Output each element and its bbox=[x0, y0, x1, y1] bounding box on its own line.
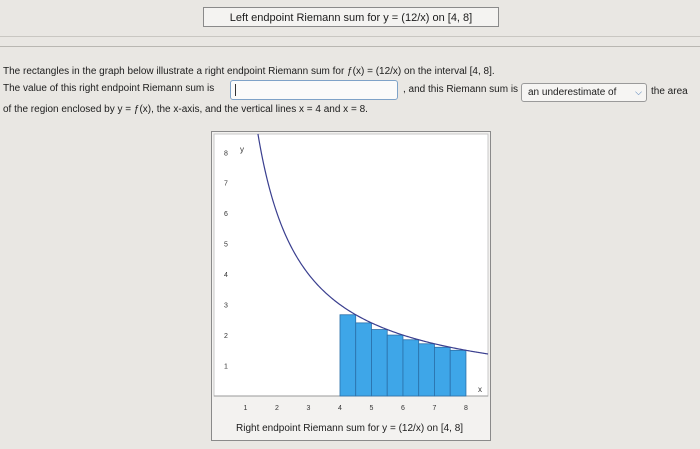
question-line-1: The rectangles in the graph below illust… bbox=[3, 66, 495, 77]
riemann-rectangle bbox=[339, 314, 357, 397]
y-tick-label: 1 bbox=[224, 364, 228, 371]
graph-panel: 1 2 3 4 5 6 7 8 1 2 3 4 5 6 7 8 y x bbox=[211, 131, 491, 441]
x-tick-label: 2 bbox=[275, 405, 279, 412]
x-tick-label: 8 bbox=[464, 405, 468, 412]
riemann-rectangle bbox=[449, 349, 467, 397]
x-tick-label: 5 bbox=[370, 405, 374, 412]
riemann-rectangle bbox=[355, 322, 372, 397]
riemann-rectangle bbox=[418, 343, 435, 397]
question-line-2-continued: , and this Riemann sum is bbox=[403, 84, 519, 95]
y-tick-label: 8 bbox=[224, 150, 228, 157]
question-line-3: of the region enclosed by y = ƒ(x), the … bbox=[3, 104, 368, 115]
x-tick-label: 3 bbox=[307, 405, 311, 412]
question-line-2-tail: the area bbox=[651, 86, 688, 97]
graph-caption: Right endpoint Riemann sum for y = (12/x… bbox=[236, 423, 464, 434]
y-tick-label: 6 bbox=[224, 211, 228, 218]
riemann-rectangle bbox=[386, 334, 404, 397]
chevron-down-icon: ⌵ bbox=[635, 87, 642, 97]
riemann-sum-chart: 1 2 3 4 5 6 7 8 1 2 3 4 5 6 7 8 y x bbox=[213, 133, 489, 412]
x-tick-label: 4 bbox=[338, 405, 342, 412]
y-tick-label: 4 bbox=[224, 272, 228, 279]
y-tick-label: 2 bbox=[224, 333, 228, 340]
riemann-rectangle bbox=[402, 339, 420, 397]
y-tick-label: 5 bbox=[224, 242, 228, 249]
y-tick-label: 3 bbox=[224, 303, 228, 310]
x-axis-label: x bbox=[478, 385, 482, 394]
riemann-sum-answer-input[interactable] bbox=[230, 80, 398, 100]
x-tick-label: 7 bbox=[433, 405, 437, 412]
x-tick-label: 6 bbox=[401, 405, 405, 412]
comparison-selected-value: an underestimate of bbox=[528, 87, 617, 98]
divider bbox=[0, 46, 700, 47]
riemann-rectangle bbox=[434, 346, 451, 397]
text-caret bbox=[235, 84, 236, 96]
page-title: Left endpoint Riemann sum for y = (12/x)… bbox=[203, 7, 499, 27]
comparison-select[interactable]: an underestimate of ⌵ bbox=[521, 83, 647, 102]
divider bbox=[0, 36, 700, 37]
y-tick-label: 7 bbox=[224, 181, 228, 188]
x-tick-label: 1 bbox=[244, 405, 248, 412]
y-axis-label: y bbox=[240, 145, 244, 154]
riemann-rectangle bbox=[371, 329, 388, 397]
function-curve bbox=[257, 133, 489, 355]
question-line-2: The value of this right endpoint Riemann… bbox=[3, 83, 215, 94]
